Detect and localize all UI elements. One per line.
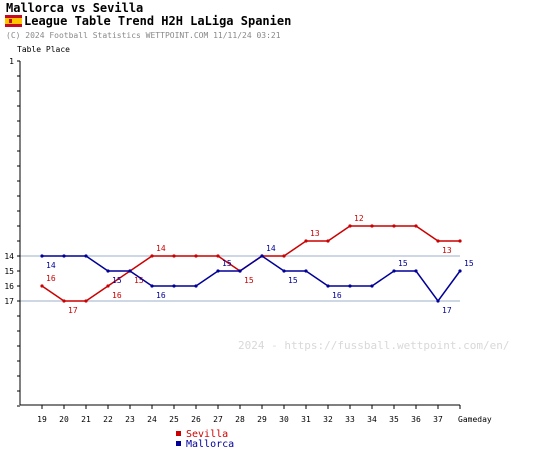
mallorca-point <box>326 284 330 288</box>
mallorca-point <box>84 254 88 258</box>
mallorca-point <box>260 254 264 258</box>
sevilla-data-label: 14 <box>156 244 166 253</box>
y-axis-label: Table Place <box>17 45 70 54</box>
mallorca-point <box>150 284 154 288</box>
y-tick-label: 1 <box>9 57 14 66</box>
sevilla-data-label: 13 <box>442 246 452 255</box>
mallorca-data-label: 17 <box>442 306 452 315</box>
sevilla-point <box>216 254 220 258</box>
mallorca-data-label: 15 <box>112 276 122 285</box>
mallorca-point <box>392 269 396 273</box>
mallorca-point <box>40 254 44 258</box>
legend-label-mallorca: Mallorca <box>186 439 234 450</box>
x-axis-label: Gameday <box>458 415 492 424</box>
sevilla-point <box>40 284 44 288</box>
sevilla-point <box>326 239 330 243</box>
sevilla-point <box>370 224 374 228</box>
x-tick-label: 33 <box>345 415 355 424</box>
mallorca-point <box>370 284 374 288</box>
x-tick-label: 28 <box>235 415 245 424</box>
x-tick-label: 23 <box>125 415 135 424</box>
mallorca-point <box>414 269 418 273</box>
sevilla-data-label: 16 <box>46 274 56 283</box>
sevilla-point <box>392 224 396 228</box>
legend-label-sevilla: Sevilla <box>186 429 228 440</box>
mallorca-data-label: 15 <box>398 259 408 268</box>
mallorca-point <box>436 299 440 303</box>
sevilla-point <box>194 254 198 258</box>
mallorca-point <box>304 269 308 273</box>
x-tick-label: 32 <box>323 415 333 424</box>
watermark-text: 2024 - https://fussball.wettpoint.com/en… <box>238 339 510 352</box>
x-tick-label: 29 <box>257 415 267 424</box>
sevilla-data-label: 12 <box>354 214 364 223</box>
sevilla-data-label: 16 <box>112 291 122 300</box>
chart-subtitle: League Table Trend H2H LaLiga Spanien <box>24 14 292 28</box>
y-tick-label: 17 <box>4 297 14 306</box>
x-tick-label: 31 <box>301 415 311 424</box>
mallorca-point <box>238 269 242 273</box>
sevilla-point <box>172 254 176 258</box>
sevilla-data-label: 15 <box>244 276 254 285</box>
mallorca-point <box>62 254 66 258</box>
mallorca-point <box>282 269 286 273</box>
mallorca-data-label: 14 <box>46 261 56 270</box>
x-tick-label: 26 <box>191 415 201 424</box>
sevilla-point <box>436 239 440 243</box>
mallorca-point <box>128 269 132 273</box>
copyright-text: (C) 2024 Football Statistics WETTPOINT.C… <box>6 31 281 40</box>
mallorca-data-label: 15 <box>222 259 232 268</box>
mallorca-point <box>106 269 110 273</box>
mallorca-point <box>216 269 220 273</box>
mallorca-series-line <box>42 255 461 303</box>
sevilla-point <box>458 239 462 243</box>
x-tick-label: 22 <box>103 415 113 424</box>
x-tick-label: 34 <box>367 415 377 424</box>
x-tick-label: 27 <box>213 415 223 424</box>
mallorca-data-label: 16 <box>332 291 342 300</box>
mallorca-point <box>458 269 462 273</box>
y-tick-label: 16 <box>4 282 14 291</box>
mallorca-data-label: 15 <box>464 259 474 268</box>
x-tick-label: 25 <box>169 415 179 424</box>
sevilla-point <box>348 224 352 228</box>
x-tick-label: 24 <box>147 415 157 424</box>
x-tick-label: 37 <box>433 415 443 424</box>
y-tick-label: 15 <box>4 267 14 276</box>
sevilla-point <box>304 239 308 243</box>
sevilla-point <box>84 299 88 303</box>
mallorca-data-label: 15 <box>288 276 298 285</box>
y-tick-label: 14 <box>4 252 14 261</box>
page-title: Mallorca vs Sevilla <box>6 1 144 15</box>
x-tick-label: 35 <box>389 415 399 424</box>
mallorca-data-label: 16 <box>156 291 166 300</box>
mallorca-data-label: 14 <box>266 244 276 253</box>
sevilla-data-label: 17 <box>68 306 78 315</box>
x-tick-label: 21 <box>81 415 91 424</box>
sevilla-data-label: 13 <box>310 229 320 238</box>
legend-swatch-sevilla <box>176 431 181 436</box>
mallorca-point <box>194 284 198 288</box>
legend-swatch-mallorca <box>176 441 181 446</box>
x-tick-label: 19 <box>37 415 47 424</box>
sevilla-point <box>150 254 154 258</box>
x-tick-label: 30 <box>279 415 289 424</box>
x-tick-label: 36 <box>411 415 421 424</box>
sevilla-point <box>62 299 66 303</box>
x-tick-label: 20 <box>59 415 69 424</box>
sevilla-point <box>282 254 286 258</box>
sevilla-point <box>106 284 110 288</box>
spain-flag-icon <box>5 15 22 27</box>
sevilla-point <box>414 224 418 228</box>
mallorca-point <box>348 284 352 288</box>
sevilla-data-label: 15 <box>134 276 144 285</box>
mallorca-point <box>172 284 176 288</box>
